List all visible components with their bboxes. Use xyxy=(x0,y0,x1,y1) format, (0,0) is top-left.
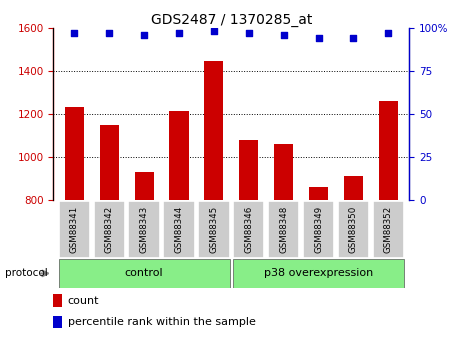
Bar xyxy=(204,61,224,200)
FancyBboxPatch shape xyxy=(303,201,334,258)
Text: GSM88343: GSM88343 xyxy=(140,206,149,253)
FancyBboxPatch shape xyxy=(233,201,265,258)
Text: GSM88350: GSM88350 xyxy=(349,206,358,253)
Bar xyxy=(134,172,154,200)
Text: GSM88344: GSM88344 xyxy=(174,206,184,253)
FancyBboxPatch shape xyxy=(372,201,404,258)
FancyBboxPatch shape xyxy=(93,201,125,258)
FancyBboxPatch shape xyxy=(59,259,230,288)
Point xyxy=(385,30,392,36)
Text: count: count xyxy=(68,296,99,306)
Bar xyxy=(239,140,259,200)
FancyBboxPatch shape xyxy=(163,201,195,258)
Bar xyxy=(53,316,62,328)
Point xyxy=(280,32,287,37)
FancyBboxPatch shape xyxy=(233,259,404,288)
Point xyxy=(175,30,183,36)
Bar xyxy=(65,107,84,200)
FancyBboxPatch shape xyxy=(128,201,160,258)
Point xyxy=(245,30,252,36)
Bar xyxy=(100,125,119,200)
Point xyxy=(350,35,357,41)
Text: GSM88349: GSM88349 xyxy=(314,206,323,253)
Text: percentile rank within the sample: percentile rank within the sample xyxy=(68,317,256,327)
Bar xyxy=(53,294,62,307)
Text: GSM88346: GSM88346 xyxy=(244,206,253,253)
Text: p38 overexpression: p38 overexpression xyxy=(264,268,373,278)
Text: control: control xyxy=(125,268,164,278)
Bar xyxy=(274,144,293,200)
Bar xyxy=(379,101,398,200)
FancyBboxPatch shape xyxy=(59,201,90,258)
Point xyxy=(71,30,78,36)
Text: GSM88352: GSM88352 xyxy=(384,206,393,253)
FancyBboxPatch shape xyxy=(268,201,299,258)
Title: GDS2487 / 1370285_at: GDS2487 / 1370285_at xyxy=(151,12,312,27)
Text: GSM88342: GSM88342 xyxy=(105,206,114,253)
Point xyxy=(106,30,113,36)
Point xyxy=(210,28,218,34)
Text: GSM88345: GSM88345 xyxy=(209,206,219,253)
Text: GSM88341: GSM88341 xyxy=(70,206,79,253)
FancyBboxPatch shape xyxy=(338,201,369,258)
Text: GSM88348: GSM88348 xyxy=(279,206,288,253)
FancyBboxPatch shape xyxy=(198,201,230,258)
Point xyxy=(140,32,148,37)
Bar xyxy=(344,176,363,200)
Bar xyxy=(309,187,328,200)
Point xyxy=(315,35,322,41)
Text: protocol: protocol xyxy=(5,268,47,278)
Bar xyxy=(169,111,189,200)
